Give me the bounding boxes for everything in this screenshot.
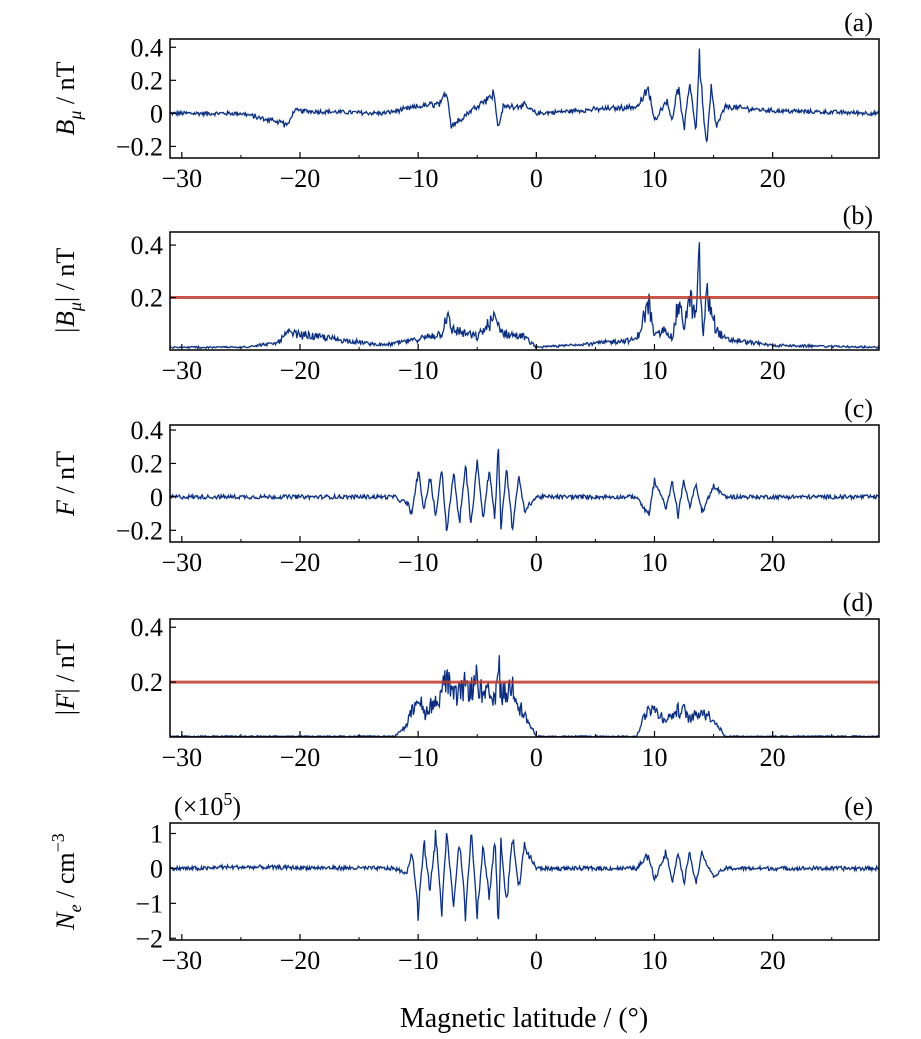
y-tick-label: 0: [150, 854, 163, 883]
x-tick-label: 0: [530, 164, 543, 193]
y-axis-label: Ne / cm−3: [48, 833, 85, 931]
x-tick-label: −10: [398, 164, 439, 193]
plot-frame: [169, 822, 880, 941]
series-group: [170, 448, 879, 532]
x-tick-label: −10: [398, 743, 439, 772]
series-line-shadow: [170, 242, 879, 350]
y-tick-label: −2: [135, 924, 163, 953]
y-tick-label: 0: [150, 99, 163, 128]
x-tick-label: −30: [161, 356, 202, 385]
y-tick-label: 0.4: [131, 416, 164, 445]
y-axis-label: Bμ / nT: [51, 61, 85, 135]
x-tick-label: −10: [398, 356, 439, 385]
x-tick-label: −30: [161, 548, 202, 577]
series-line: [170, 48, 879, 143]
x-tick-label: 20: [760, 356, 786, 385]
x-tick-label: 10: [641, 164, 667, 193]
plot-frame: [169, 231, 880, 351]
x-tick-label: 20: [760, 548, 786, 577]
x-tick-label: −10: [398, 946, 439, 975]
y-tick-label: 1: [150, 819, 163, 848]
plot-frame: [169, 38, 880, 159]
panel-b: −30 −20 −10 0 10 20 0.4 0.2 (b) |Bμ| / nT: [51, 201, 880, 385]
x-tick-label: 10: [641, 946, 667, 975]
y-tick-label: 0.2: [131, 668, 164, 697]
y-tick-label: −0.2: [116, 132, 163, 161]
x-tick-label: −10: [398, 548, 439, 577]
y-axis-label: |Bμ| / nT: [51, 248, 85, 335]
y-tick-label: −1: [135, 889, 163, 918]
y-axis-label: |F| / nT: [51, 639, 80, 716]
panel-label: (c): [844, 394, 873, 423]
x-tick-label: 20: [760, 164, 786, 193]
panel-d: −30 −20 −10 0 10 20 0.4 0.2 (d) |F| / nT: [51, 588, 880, 772]
y-tick-label: 0.2: [131, 66, 164, 95]
panel-a: −30 −20 −10 0 10 20 0.4 0.2 0 −0.2 (a) Bμ / nT: [51, 8, 880, 193]
series-group: [170, 655, 879, 737]
y-tick-label: −0.2: [116, 516, 163, 545]
y-tick-label: 0.2: [131, 449, 164, 478]
series-group: [170, 829, 879, 922]
series-line-shadow: [170, 655, 879, 737]
series-line-shadow: [170, 48, 879, 144]
series-line: [170, 655, 879, 737]
panel-c: −30 −20 −10 0 10 20 0.4 0.2 0 −0.2 (c) F / nT: [51, 394, 880, 577]
y-multiplier: (×105): [174, 789, 241, 821]
panel-label: (b): [843, 201, 873, 230]
x-tick-label: 0: [530, 356, 543, 385]
series-line: [170, 448, 879, 532]
x-tick-label: 20: [760, 743, 786, 772]
panel-label: (a): [844, 8, 873, 37]
x-axis-label: Magnetic latitude / (°): [400, 1003, 648, 1034]
x-tick-label: −20: [280, 946, 321, 975]
x-tick-label: −20: [280, 743, 321, 772]
x-tick-label: 0: [530, 743, 543, 772]
x-tick-label: −30: [161, 164, 202, 193]
y-axis-label: F / nT: [51, 451, 80, 517]
series-group: [170, 48, 879, 144]
series-line: [170, 829, 879, 922]
series-line-shadow: [170, 448, 879, 532]
panel-label: (e): [844, 792, 873, 821]
x-tick-label: −20: [280, 356, 321, 385]
y-tick-label: 0.4: [131, 231, 164, 260]
x-tick-label: −20: [280, 548, 321, 577]
x-tick-label: −30: [161, 743, 202, 772]
y-tick-label: 0.2: [131, 284, 164, 313]
x-tick-label: 0: [530, 946, 543, 975]
x-tick-label: −30: [161, 946, 202, 975]
x-tick-label: 10: [641, 356, 667, 385]
y-tick-label: 0.4: [131, 613, 164, 642]
x-tick-label: −20: [280, 164, 321, 193]
plot-frame: [169, 424, 880, 543]
y-tick-label: 0: [150, 483, 163, 512]
x-tick-label: 0: [530, 548, 543, 577]
series-group: [170, 242, 879, 350]
plot-frame: [169, 618, 880, 738]
x-tick-label: 20: [760, 946, 786, 975]
panel-label: (d): [843, 588, 873, 617]
series-line: [170, 242, 879, 350]
x-tick-label: 10: [641, 548, 667, 577]
y-tick-label: 0.4: [131, 33, 164, 62]
x-tick-label: 10: [641, 743, 667, 772]
